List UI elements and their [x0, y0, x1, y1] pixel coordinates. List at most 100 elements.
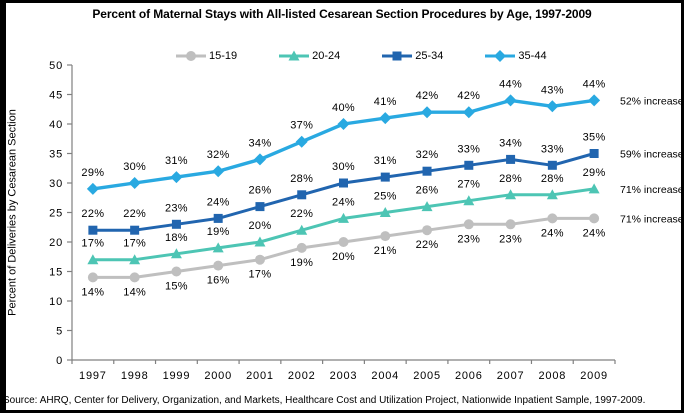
- marker-diamond-icon: [462, 106, 475, 119]
- data-label-35-44-2005: 42%: [416, 90, 439, 102]
- marker-square-icon: [422, 166, 432, 176]
- x-tick-label: 1999: [163, 370, 191, 382]
- y-tick-label: 50: [49, 60, 63, 72]
- legend-item-35-44: 35-44: [485, 49, 547, 63]
- data-label-20-24-2001: 20%: [249, 220, 272, 232]
- x-tick-label: 1998: [121, 370, 149, 382]
- x-tick-label: 2009: [580, 370, 608, 382]
- data-label-15-19-2000: 16%: [207, 275, 230, 287]
- legend-circle-icon: [176, 51, 206, 61]
- marker-triangle-icon: [170, 248, 182, 259]
- data-label-35-44-2008: 43%: [541, 84, 564, 96]
- legend-label-20-24: 20-24: [312, 50, 341, 62]
- series-annotation-25-34: 59% increase: [620, 149, 684, 161]
- legend-label-15-19: 15-19: [209, 50, 238, 62]
- marker-circle-icon: [380, 231, 391, 242]
- data-label-35-44-2007: 44%: [499, 78, 522, 90]
- marker-diamond-icon: [379, 112, 392, 125]
- marker-square-icon: [130, 225, 140, 235]
- data-label-20-24-1999: 18%: [165, 232, 188, 244]
- marker-square-icon: [380, 172, 390, 182]
- marker-square-icon: [213, 213, 223, 223]
- data-label-35-44-2009: 44%: [583, 78, 606, 90]
- marker-triangle-icon: [212, 242, 224, 253]
- marker-square-icon: [339, 178, 348, 188]
- data-label-15-19-1998: 14%: [123, 286, 146, 298]
- data-label-15-19-1997: 14%: [81, 286, 104, 298]
- x-tick-label: 2002: [288, 370, 316, 382]
- data-label-25-34-2002: 28%: [290, 173, 313, 185]
- marker-diamond-icon: [128, 177, 141, 189]
- x-tick-label: 1997: [79, 370, 107, 382]
- legend-item-15-19: 15-19: [176, 49, 237, 63]
- marker-triangle-icon: [338, 212, 349, 223]
- data-label-35-44-2003: 40%: [332, 102, 355, 114]
- legend-label-35-44: 35-44: [518, 50, 547, 62]
- data-label-25-34-2003: 30%: [332, 161, 355, 173]
- y-tick-label: 40: [49, 119, 63, 131]
- marker-diamond-icon: [504, 94, 517, 107]
- marker-diamond-icon: [421, 106, 434, 119]
- y-tick-label: 35: [49, 149, 63, 161]
- marker-circle-icon: [129, 272, 140, 283]
- x-tick-label: 2007: [497, 370, 525, 382]
- marker-square-icon: [255, 202, 265, 212]
- marker-triangle-icon: [505, 189, 517, 200]
- legend-item-20-24: 20-24: [279, 49, 340, 63]
- frame-border-left: [0, 0, 6, 413]
- series-annotation-15-19: 71% increase: [620, 213, 684, 225]
- marker-circle-icon: [463, 219, 474, 230]
- marker-circle-icon: [296, 242, 307, 253]
- marker-triangle-icon: [254, 236, 266, 247]
- x-tick-label: 2006: [455, 370, 483, 382]
- data-label-25-34-1999: 23%: [165, 202, 188, 214]
- data-label-15-19-2009: 24%: [583, 227, 606, 239]
- data-label-35-44-2001: 34%: [249, 137, 272, 149]
- data-label-25-34-2008: 33%: [541, 143, 564, 155]
- data-label-15-19-1999: 15%: [165, 281, 188, 293]
- y-tick-label: 5: [56, 326, 63, 338]
- legend: 15-19 20-24 25-34 35-44: [176, 49, 547, 63]
- x-tick-label: 2004: [371, 370, 399, 382]
- legend-triangle-icon: [279, 50, 310, 61]
- marker-square-icon: [297, 190, 307, 200]
- data-label-25-34-1997: 22%: [81, 208, 104, 220]
- data-label-35-44-1997: 29%: [81, 167, 104, 179]
- marker-square-icon: [547, 160, 557, 170]
- data-label-35-44-2004: 41%: [374, 96, 397, 108]
- marker-diamond-icon: [86, 182, 99, 195]
- y-tick-label: 0: [56, 355, 63, 367]
- data-label-35-44-1998: 30%: [123, 161, 146, 173]
- data-label-20-24-1998: 17%: [123, 238, 146, 250]
- data-label-20-24-2000: 19%: [207, 226, 230, 238]
- data-label-15-19-2004: 21%: [374, 245, 397, 257]
- x-tick-label: 2003: [330, 370, 358, 382]
- marker-diamond-icon: [253, 153, 266, 166]
- y-tick-label: 25: [49, 208, 63, 220]
- data-label-20-24-2007: 28%: [499, 173, 522, 185]
- series-annotation-20-24: 71% increase: [620, 184, 684, 196]
- marker-circle-icon: [254, 254, 265, 265]
- data-label-20-24-2008: 28%: [541, 173, 564, 185]
- data-label-20-24-1997: 17%: [81, 238, 104, 250]
- data-label-20-24-2003: 24%: [332, 196, 355, 208]
- data-label-25-34-2007: 34%: [499, 137, 522, 149]
- marker-triangle-icon: [296, 224, 308, 235]
- frame-border-top: [0, 0, 684, 3]
- marker-diamond-icon: [546, 100, 559, 113]
- marker-circle-icon: [589, 213, 600, 224]
- data-label-35-44-2006: 42%: [457, 90, 480, 102]
- data-label-15-19-2001: 17%: [249, 269, 272, 281]
- marker-triangle-icon: [421, 201, 433, 212]
- marker-triangle-icon: [129, 254, 141, 265]
- data-label-25-34-2004: 31%: [374, 155, 397, 167]
- marker-diamond-icon: [337, 118, 350, 130]
- marker-square-icon: [506, 154, 516, 164]
- data-label-20-24-2006: 27%: [457, 179, 480, 191]
- y-tick-label: 15: [49, 267, 63, 279]
- data-label-20-24-2004: 25%: [374, 191, 397, 203]
- marker-square-icon: [589, 149, 599, 158]
- data-label-25-34-2005: 32%: [416, 149, 439, 161]
- data-label-35-44-1999: 31%: [165, 155, 188, 167]
- y-tick-label: 20: [49, 237, 63, 249]
